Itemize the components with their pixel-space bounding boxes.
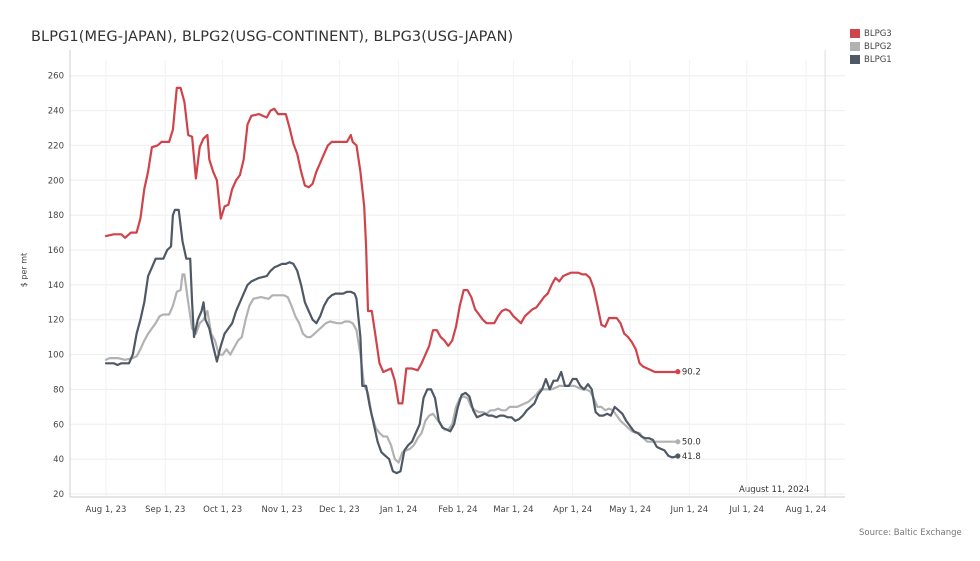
y-tick-label: 200 [48, 176, 64, 186]
end-labels: 50.0 41.8 90.2 [682, 368, 701, 462]
y-tick-label: 220 [48, 141, 64, 151]
date-marker-label: August 11, 2024 [739, 485, 810, 495]
y-tick-label: 240 [48, 107, 64, 117]
series-lines [104, 86, 681, 475]
x-tick-label: May 1, 24 [609, 505, 651, 515]
series-line-blpg1[interactable] [104, 208, 679, 475]
series-line-blpg3[interactable] [104, 86, 679, 405]
end-point-blpg1[interactable] [675, 453, 681, 459]
legend-item-blpg3[interactable]: BLPG3 [850, 27, 892, 40]
x-tick-label: Aug 1, 23 [86, 505, 127, 515]
x-tick-label: Jun 1, 24 [670, 505, 709, 515]
y-tick-label: 60 [53, 420, 64, 430]
y-tick-label: 100 [48, 351, 64, 361]
y-tick-label: 140 [48, 281, 64, 291]
end-label-blpg3: 90.2 [682, 368, 701, 378]
y-tick-label: 20 [53, 490, 64, 500]
legend-swatch-blpg2 [850, 42, 860, 51]
end-label-blpg1: 41.8 [682, 452, 701, 462]
gridlines [70, 50, 845, 497]
legend-swatch-blpg3 [850, 29, 860, 38]
source-note: Source: Baltic Exchange [859, 528, 962, 538]
x-tick-label: Jul 1, 24 [728, 505, 764, 515]
x-tick-label: Dec 1, 23 [319, 505, 360, 515]
y-tick-label: 260 [48, 72, 64, 82]
x-tick-label: Apr 1, 24 [553, 505, 592, 515]
end-label-blpg2: 50.0 [682, 438, 701, 448]
x-tick-label: Nov 1, 23 [261, 505, 302, 515]
legend-label-blpg1: BLPG1 [864, 54, 892, 65]
x-tick-label: Oct 1, 23 [203, 505, 242, 515]
legend-item-blpg2[interactable]: BLPG2 [850, 40, 892, 53]
x-tick-label: Feb 1, 24 [438, 505, 477, 515]
x-tick-label: Mar 1, 24 [493, 505, 533, 515]
x-tick-label: Sep 1, 23 [145, 505, 185, 515]
axes: 20 40 60 80 100 120 140 160 180 200 220 240 260 Aug 1… [48, 50, 845, 515]
legend-label-blpg3: BLPG3 [864, 28, 892, 39]
legend: BLPG3 BLPG2 BLPG1 [850, 27, 892, 66]
legend-item-blpg1[interactable]: BLPG1 [850, 53, 892, 66]
x-tick-label: Jan 1, 24 [379, 505, 417, 515]
y-tick-label: 80 [53, 385, 64, 395]
y-tick-label: 40 [53, 455, 64, 465]
y-tick-label: 120 [48, 316, 64, 326]
y-tick-label: 160 [48, 246, 64, 256]
legend-swatch-blpg1 [850, 55, 860, 64]
chart-title: BLPG1(MEG-JAPAN), BLPG2(USG-CONTINENT), … [31, 29, 514, 45]
x-tick-label: Aug 1, 24 [786, 505, 827, 515]
y-tick-label: 180 [48, 211, 64, 221]
end-point-blpg2[interactable] [675, 439, 681, 445]
legend-label-blpg2: BLPG2 [864, 41, 892, 52]
end-point-blpg3[interactable] [675, 369, 681, 375]
